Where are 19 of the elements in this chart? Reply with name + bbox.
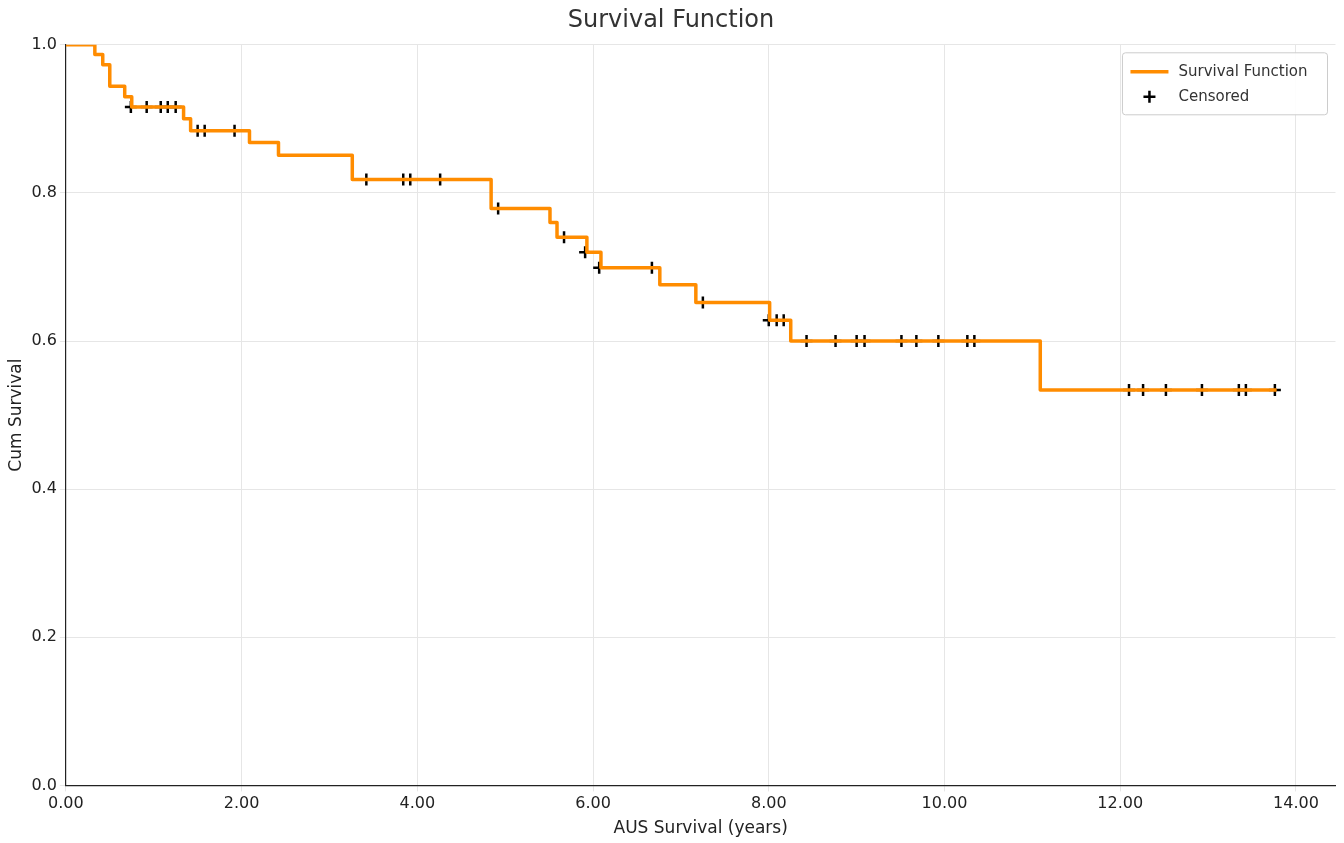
chart-title: Survival Function [567, 4, 775, 33]
x-tick-label: 14.00 [1273, 793, 1319, 813]
x-tick-label: 12.00 [1097, 793, 1144, 813]
y-tick-label: 0.0 [31, 774, 57, 794]
y-tick-label: 0.8 [31, 182, 57, 202]
x-tick-label: 8.00 [750, 793, 787, 813]
y-tick-label: 0.2 [31, 626, 57, 646]
x-tick-label: 0.00 [48, 793, 84, 813]
legend-label: Survival Function [1178, 61, 1308, 80]
x-tick-label: 4.00 [399, 793, 436, 813]
x-tick-label: 10.00 [921, 793, 968, 813]
y-tick-label: 0.6 [31, 330, 57, 350]
legend-label: Censored [1178, 86, 1250, 105]
y-axis-title: Cum Survival [4, 358, 25, 472]
x-tick-label: 6.00 [575, 793, 611, 813]
y-tick-label: 0.4 [31, 478, 57, 498]
y-tick-label: 1.0 [31, 33, 57, 53]
x-axis-title: AUS Survival (years) [613, 817, 788, 838]
x-tick-label: 2.00 [223, 793, 260, 813]
